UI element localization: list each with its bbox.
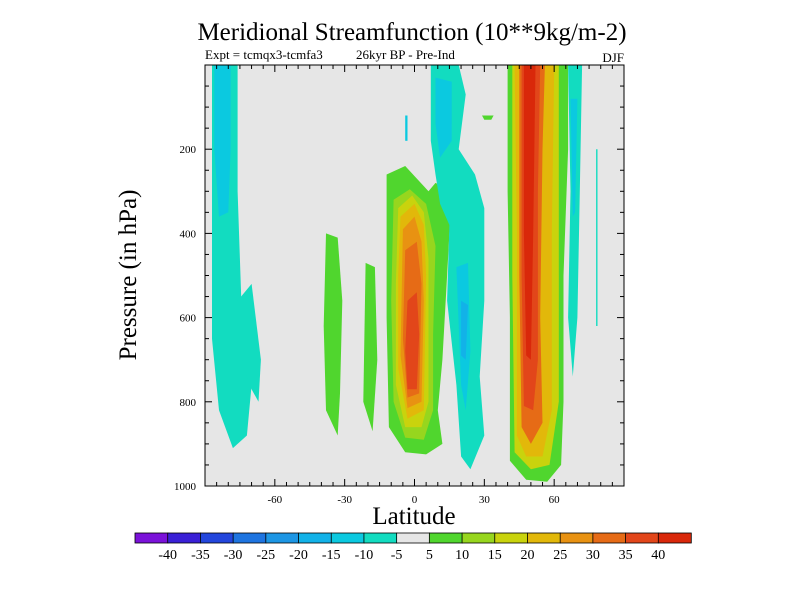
colorbar-swatch bbox=[200, 532, 234, 544]
colorbar-swatch bbox=[559, 532, 594, 544]
colorbar-label: -15 bbox=[322, 548, 341, 563]
colorbar-swatch bbox=[461, 532, 496, 544]
colorbar-label: 35 bbox=[619, 548, 633, 563]
chart-title: Meridional Streamfunction (10**9kg/m-2) bbox=[197, 19, 626, 46]
colorbar-swatch bbox=[363, 532, 398, 544]
colorbar: -40 -35 -30 -25 -20 -15 -10 -5 5 10 15 20 25 30 35 40 bbox=[134, 532, 692, 563]
chart-subtitle-experiment: Expt = tcmqx3-tcmfa3 bbox=[205, 47, 323, 62]
colorbar-swatch bbox=[657, 532, 692, 544]
colorbar-swatch bbox=[167, 532, 202, 544]
colorbar-label: -10 bbox=[355, 548, 374, 563]
colorbar-swatch bbox=[494, 532, 529, 544]
y-tick-label: 200 bbox=[180, 144, 197, 156]
sh-subtrop-pos bbox=[323, 233, 343, 436]
neg-spot-minus2 bbox=[405, 115, 408, 141]
colorbar-swatch bbox=[134, 532, 169, 544]
colorbar-label: 25 bbox=[553, 548, 567, 563]
sh-midlat-neg bbox=[237, 283, 261, 402]
x-tick-label: -30 bbox=[337, 494, 352, 506]
colorbar-label: 15 bbox=[488, 548, 502, 563]
chart-subtitle-period: 26kyr BP - Pre-Ind bbox=[356, 47, 455, 62]
sh-polar-neg-inner bbox=[214, 65, 231, 217]
colorbar-label: -40 bbox=[158, 548, 177, 563]
y-tick-label: 600 bbox=[180, 313, 197, 325]
nh-pos-l16 bbox=[523, 65, 536, 360]
colorbar-label: 20 bbox=[521, 548, 535, 563]
y-tick-label: 400 bbox=[180, 228, 197, 240]
colorbar-swatch bbox=[330, 532, 365, 544]
x-tick-label: 30 bbox=[479, 494, 491, 506]
colorbar-label: -30 bbox=[224, 548, 243, 563]
trop-neg-mid bbox=[435, 77, 452, 158]
colorbar-label: 5 bbox=[426, 548, 433, 563]
plot-area: -60 -30 0 30 60 200 400 600 800 1000 bbox=[174, 64, 625, 506]
colorbar-label: -5 bbox=[391, 548, 403, 563]
trop-pos-spot bbox=[482, 115, 494, 120]
colorbar-swatch bbox=[396, 532, 431, 544]
y-tick-label: 1000 bbox=[174, 481, 197, 493]
colorbar-swatch bbox=[592, 532, 627, 544]
nh-subpolar-neg-inner bbox=[570, 98, 578, 217]
trop-neg-lower-2 bbox=[461, 300, 468, 360]
y-tick-label: 800 bbox=[180, 397, 197, 409]
contour-fill-layer bbox=[212, 65, 598, 482]
colorbar-swatch bbox=[265, 532, 300, 544]
colorbar-swatch bbox=[625, 532, 660, 544]
colorbar-label: 10 bbox=[455, 548, 469, 563]
nh-far-neg-sliver bbox=[596, 149, 598, 326]
colorbar-swatch bbox=[527, 532, 561, 544]
chart-season-label: DJF bbox=[602, 50, 624, 65]
eq-pos-l15 bbox=[405, 292, 420, 390]
pos-near-minus20 bbox=[363, 262, 378, 432]
x-tick-label: 60 bbox=[549, 494, 561, 506]
y-axis-label: Pressure (in hPa) bbox=[115, 190, 142, 361]
colorbar-swatch bbox=[298, 532, 332, 544]
colorbar-label: -35 bbox=[191, 548, 210, 563]
x-tick-label: 0 bbox=[412, 494, 418, 506]
x-axis-label: Latitude bbox=[372, 503, 455, 530]
colorbar-swatch bbox=[428, 532, 463, 544]
x-tick-label: -60 bbox=[267, 494, 282, 506]
colorbar-swatch bbox=[232, 532, 267, 544]
colorbar-label: 40 bbox=[651, 548, 665, 563]
axis-ticks: -60 -30 0 30 60 200 400 600 800 1000 bbox=[174, 64, 625, 506]
colorbar-label: 30 bbox=[586, 548, 600, 563]
colorbar-label: -20 bbox=[289, 548, 308, 563]
colorbar-label: -25 bbox=[256, 548, 275, 563]
